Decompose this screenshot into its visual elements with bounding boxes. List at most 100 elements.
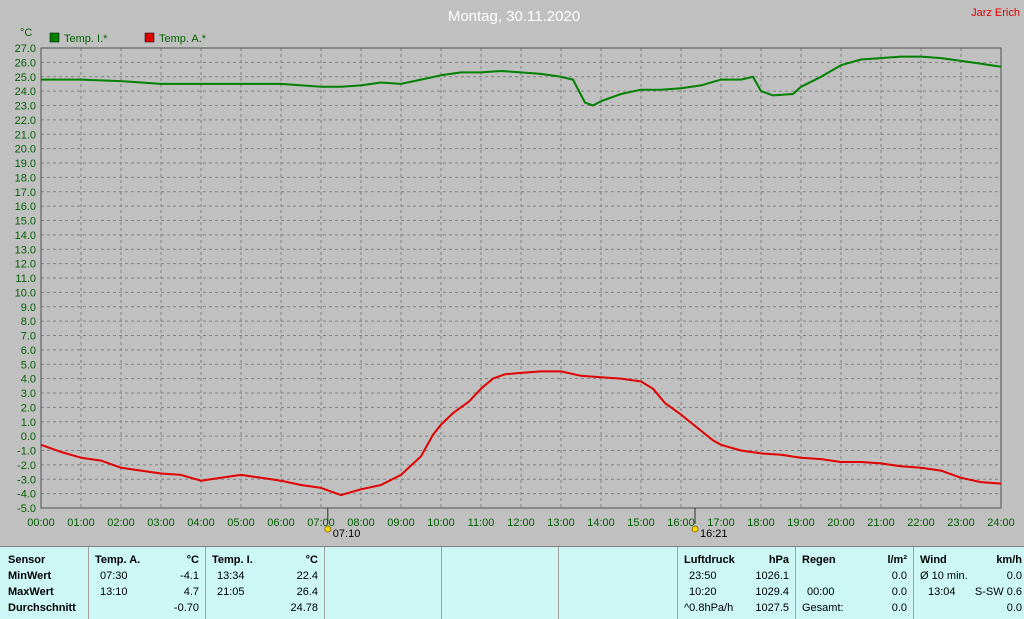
temp-a-header: Temp. A. — [95, 554, 141, 566]
y-tick-label: 16.0 — [15, 201, 36, 213]
temp-a-min-time: 07:30 — [100, 570, 128, 582]
legend-label-outdoor: Temp. A.* — [159, 33, 207, 45]
y-tick-label: 7.0 — [21, 331, 36, 343]
sensor-column: Sensor MinWert MaxWert Durchschnitt — [0, 547, 89, 619]
rain-min-value: 0.0 — [891, 570, 907, 582]
y-tick-label: -3.0 — [17, 474, 36, 486]
temp-i-unit: °C — [305, 554, 318, 566]
temp-a-average: -0.70 — [173, 602, 199, 614]
y-tick-label: 2.0 — [21, 402, 36, 414]
y-tick-label: 14.0 — [15, 230, 36, 242]
y-tick-label: 19.0 — [15, 158, 36, 170]
x-tick-label: 24:00 — [987, 517, 1015, 529]
time-marker-label: 16:21 — [700, 528, 728, 540]
y-tick-label: 17.0 — [15, 187, 36, 199]
sun-marker-icon — [691, 525, 699, 533]
x-tick-label: 09:00 — [387, 517, 415, 529]
x-tick-label: 08:00 — [347, 517, 375, 529]
pressure-min-time: 23:50 — [689, 570, 717, 582]
pressure-column: Luftdruck hPa 23:50 1026.1 10:20 1029.4 … — [678, 547, 796, 619]
y-tick-label: 13.0 — [15, 244, 36, 256]
rain-total-label: Gesamt: — [802, 602, 844, 614]
y-tick-label: 22.0 — [15, 115, 36, 127]
y-tick-label: 21.0 — [15, 129, 36, 141]
rain-unit: l/m² — [887, 554, 907, 566]
x-tick-label: 16:00 — [667, 517, 695, 529]
rain-max-value: 0.0 — [891, 586, 907, 598]
y-tick-label: 3.0 — [21, 388, 36, 400]
x-tick-label: 14:00 — [587, 517, 615, 529]
temp-i-min-value: 22.4 — [296, 570, 318, 582]
minwert-label: MinWert — [8, 570, 52, 582]
temp-i-max-value: 26.4 — [296, 586, 318, 598]
temp-a-min-value: -4.1 — [180, 570, 199, 582]
rain-header: Regen — [802, 554, 836, 566]
temp-i-average: 24.78 — [290, 602, 318, 614]
wind-column: Wind km/h Ø 10 min. 0.0 13:04 S-SW 0.6 0… — [914, 547, 1024, 619]
x-tick-label: 21:00 — [867, 517, 895, 529]
y-tick-label: 18.0 — [15, 172, 36, 184]
x-tick-label: 19:00 — [787, 517, 815, 529]
y-tick-label: 26.0 — [15, 57, 36, 69]
temperature-chart: Montag, 30.11.2020 Jarz Erich °C Temp. I… — [15, 7, 1020, 540]
y-tick-label: 9.0 — [21, 302, 36, 314]
temp-i-column: Temp. I. °C 13:34 22.4 21:05 26.4 24.78 — [206, 547, 325, 619]
temp-a-column: Temp. A. °C 07:30 -4.1 13:10 4.7 -0.70 — [89, 547, 206, 619]
legend-swatch-outdoor — [144, 32, 155, 43]
chart-title: Montag, 30.11.2020 — [448, 8, 580, 25]
rain-column: Regen l/m² 0.0 00:00 0.0 Gesamt: 0.0 — [796, 547, 914, 619]
x-tick-label: 15:00 — [627, 517, 655, 529]
time-marker-label: 07:10 — [333, 528, 361, 540]
y-tick-label: 20.0 — [15, 144, 36, 156]
legend: Temp. I.* Temp. A.* — [49, 32, 207, 45]
y-tick-label: 24.0 — [15, 86, 36, 98]
y-tick-label: 27.0 — [15, 43, 36, 55]
x-tick-label: 05:00 — [227, 517, 255, 529]
x-tick-label: 06:00 — [267, 517, 295, 529]
legend-label-indoor: Temp. I.* — [64, 33, 108, 45]
series-line — [41, 55, 1002, 107]
x-tick-label: 18:00 — [747, 517, 775, 529]
x-tick-label: 23:00 — [947, 517, 975, 529]
legend-swatch-indoor — [49, 32, 60, 43]
y-tick-label: 5.0 — [21, 359, 36, 371]
y-tick-label: 6.0 — [21, 345, 36, 357]
author-label: Jarz Erich — [971, 7, 1020, 19]
temp-i-max-time: 21:05 — [217, 586, 245, 598]
pressure-header: Luftdruck — [684, 554, 735, 566]
y-tick-label: 8.0 — [21, 316, 36, 328]
x-tick-label: 00:00 — [27, 517, 55, 529]
pressure-max-value: 1029.4 — [755, 586, 789, 598]
empty-column-1 — [325, 547, 442, 619]
y-tick-label: 15.0 — [15, 216, 36, 228]
rain-total-value: 0.0 — [891, 602, 907, 614]
x-tick-label: 22:00 — [907, 517, 935, 529]
y-tick-label: -4.0 — [17, 489, 36, 501]
x-tick-label: 11:00 — [468, 517, 495, 529]
y-tick-label: 1.0 — [21, 417, 36, 429]
wind-avg-label: Ø 10 min. — [920, 570, 968, 582]
y-unit-label: °C — [20, 27, 32, 39]
y-tick-label: 10.0 — [15, 287, 36, 299]
x-tick-label: 20:00 — [827, 517, 855, 529]
x-tick-label: 13:00 — [547, 517, 575, 529]
y-tick-label: 4.0 — [21, 374, 36, 386]
y-tick-label: -1.0 — [17, 446, 36, 458]
temp-a-max-value: 4.7 — [183, 586, 199, 598]
temp-a-unit: °C — [186, 554, 199, 566]
x-tick-label: 10:00 — [427, 517, 455, 529]
rain-max-time: 00:00 — [807, 586, 835, 598]
durchschnitt-label: Durchschnitt — [8, 602, 76, 614]
x-tick-label: 12:00 — [507, 517, 535, 529]
wind-max-value: S-SW 0.6 — [974, 586, 1022, 598]
sun-marker-icon — [324, 525, 332, 533]
pressure-average: 1027.5 — [755, 602, 789, 614]
empty-column-2 — [442, 547, 559, 619]
wind-average: 0.0 — [1006, 602, 1022, 614]
wind-header: Wind — [920, 554, 947, 566]
empty-column-3 — [559, 547, 678, 619]
y-tick-label: 25.0 — [15, 72, 36, 84]
y-tick-label: 12.0 — [15, 259, 36, 271]
y-tick-label: 0.0 — [21, 431, 36, 443]
y-tick-label: -5.0 — [17, 503, 36, 515]
